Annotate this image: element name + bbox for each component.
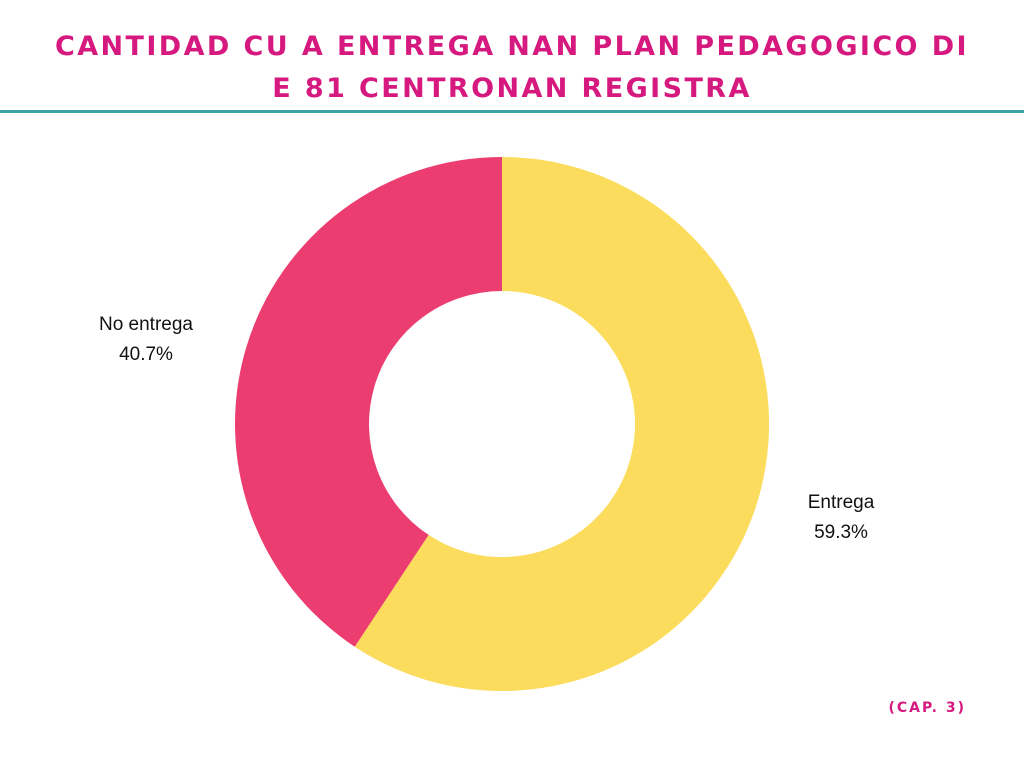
donut-slices — [235, 157, 769, 691]
title-divider — [0, 110, 1024, 113]
slice-no-entrega — [235, 157, 503, 647]
chart-title-line-1: CANTIDAD CU A ENTREGA NAN PLAN PEDAGOGIC… — [55, 31, 969, 62]
slice-label-name: Entrega — [808, 492, 875, 513]
slice-label-name: No entrega — [99, 314, 193, 335]
slice-label-no-entrega: No entrega 40.7% — [99, 314, 193, 365]
slice-label-entrega: Entrega 59.3% — [808, 492, 875, 543]
slice-labels: Entrega 59.3% No entrega 40.7% — [99, 314, 875, 543]
slice-label-value: 59.3% — [814, 522, 868, 543]
slice-label-value: 40.7% — [119, 344, 173, 365]
slice-entrega — [354, 157, 769, 691]
chart-title-line-2: E 81 CENTRONAN REGISTRA — [272, 73, 752, 104]
chart-title: CANTIDAD CU A ENTREGA NAN PLAN PEDAGOGIC… — [0, 26, 1024, 110]
chapter-note: (CAP. 3) — [888, 700, 966, 716]
